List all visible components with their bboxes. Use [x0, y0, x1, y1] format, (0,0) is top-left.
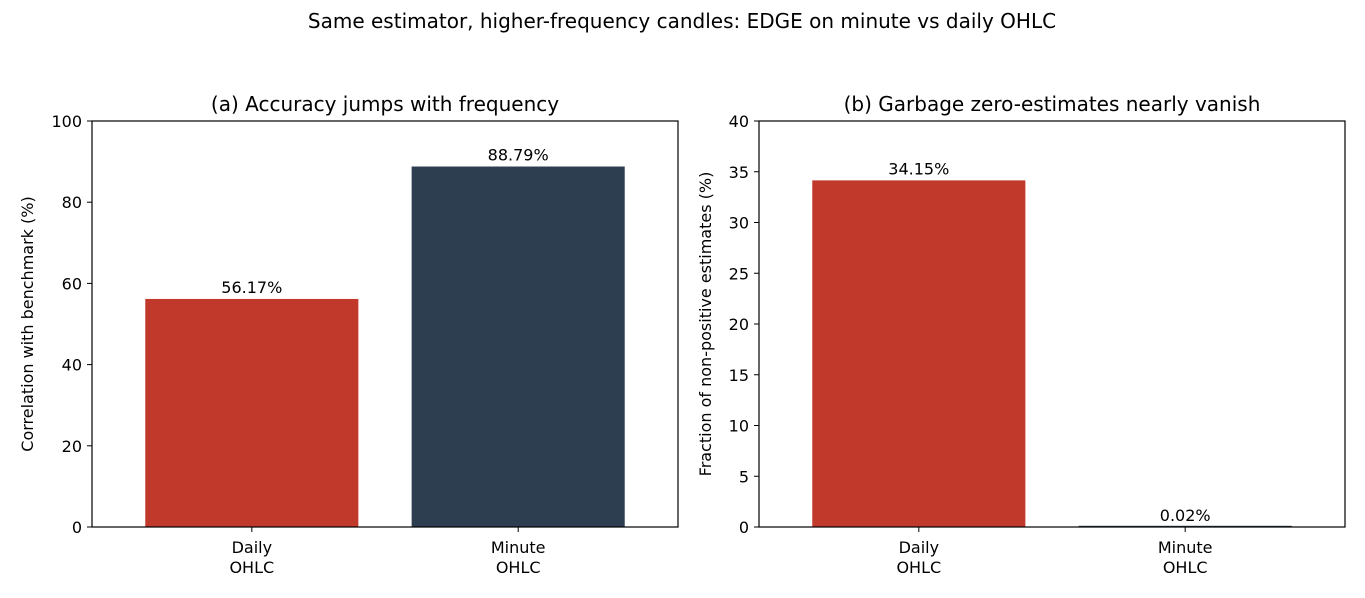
chart-a-bar-1	[411, 166, 625, 527]
chart-panel-b: (b) Garbage zero-estimates nearly vanish…	[696, 92, 1346, 577]
chart-a-ytick-label-3: 60	[62, 274, 82, 293]
chart-b-xtick-label-1: Minute OHLC	[1158, 538, 1213, 577]
chart-a-ytick-label-5: 100	[51, 112, 82, 131]
chart-a-ytick-label-1: 20	[62, 437, 82, 456]
chart-b-value-label-1: 0.02%	[1160, 506, 1211, 525]
chart-a-ytick-label-0: 0	[72, 518, 82, 537]
chart-a-ytick-label-2: 40	[62, 356, 82, 375]
chart-a-bar-0	[145, 298, 359, 527]
chart-b-ytick-label-0: 0	[739, 518, 749, 537]
chart-b-ytick-label-2: 10	[729, 417, 749, 436]
chart-b-title: (b) Garbage zero-estimates nearly vanish	[844, 92, 1261, 116]
chart-panel-a: (a) Accuracy jumps with frequency Correl…	[18, 92, 679, 577]
chart-b-xtick-label-0: Daily OHLC	[896, 538, 941, 577]
chart-b-ylabel: Fraction of non-positive estimates (%)	[696, 172, 715, 477]
chart-a-axes-frame	[91, 120, 679, 528]
chart-b-ytick-label-5: 25	[729, 264, 749, 283]
chart-b-ytick-label-3: 15	[729, 366, 749, 385]
chart-b-ytick-label-6: 30	[729, 214, 749, 233]
chart-b-ytick-label-8: 40	[729, 112, 749, 131]
chart-a-ylabel: Correlation with benchmark (%)	[18, 196, 37, 451]
chart-b-axes-frame	[758, 120, 1346, 528]
chart-a-xtick-label-0: Daily OHLC	[229, 538, 274, 577]
figure-suptitle: Same estimator, higher-frequency candles…	[308, 9, 1056, 33]
chart-b-bar-0	[812, 180, 1026, 527]
chart-a-value-label-1: 88.79%	[488, 146, 549, 165]
chart-b-ytick-label-1: 5	[739, 467, 749, 486]
chart-a-title: (a) Accuracy jumps with frequency	[211, 92, 559, 116]
chart-b-ytick-label-7: 35	[729, 163, 749, 182]
chart-a-xtick-label-1: Minute OHLC	[491, 538, 546, 577]
chart-a-ytick-label-4: 80	[62, 193, 82, 212]
chart-a-value-label-0: 56.17%	[221, 278, 282, 297]
chart-b-ytick-label-4: 20	[729, 315, 749, 334]
chart-b-value-label-0: 34.15%	[888, 159, 949, 178]
